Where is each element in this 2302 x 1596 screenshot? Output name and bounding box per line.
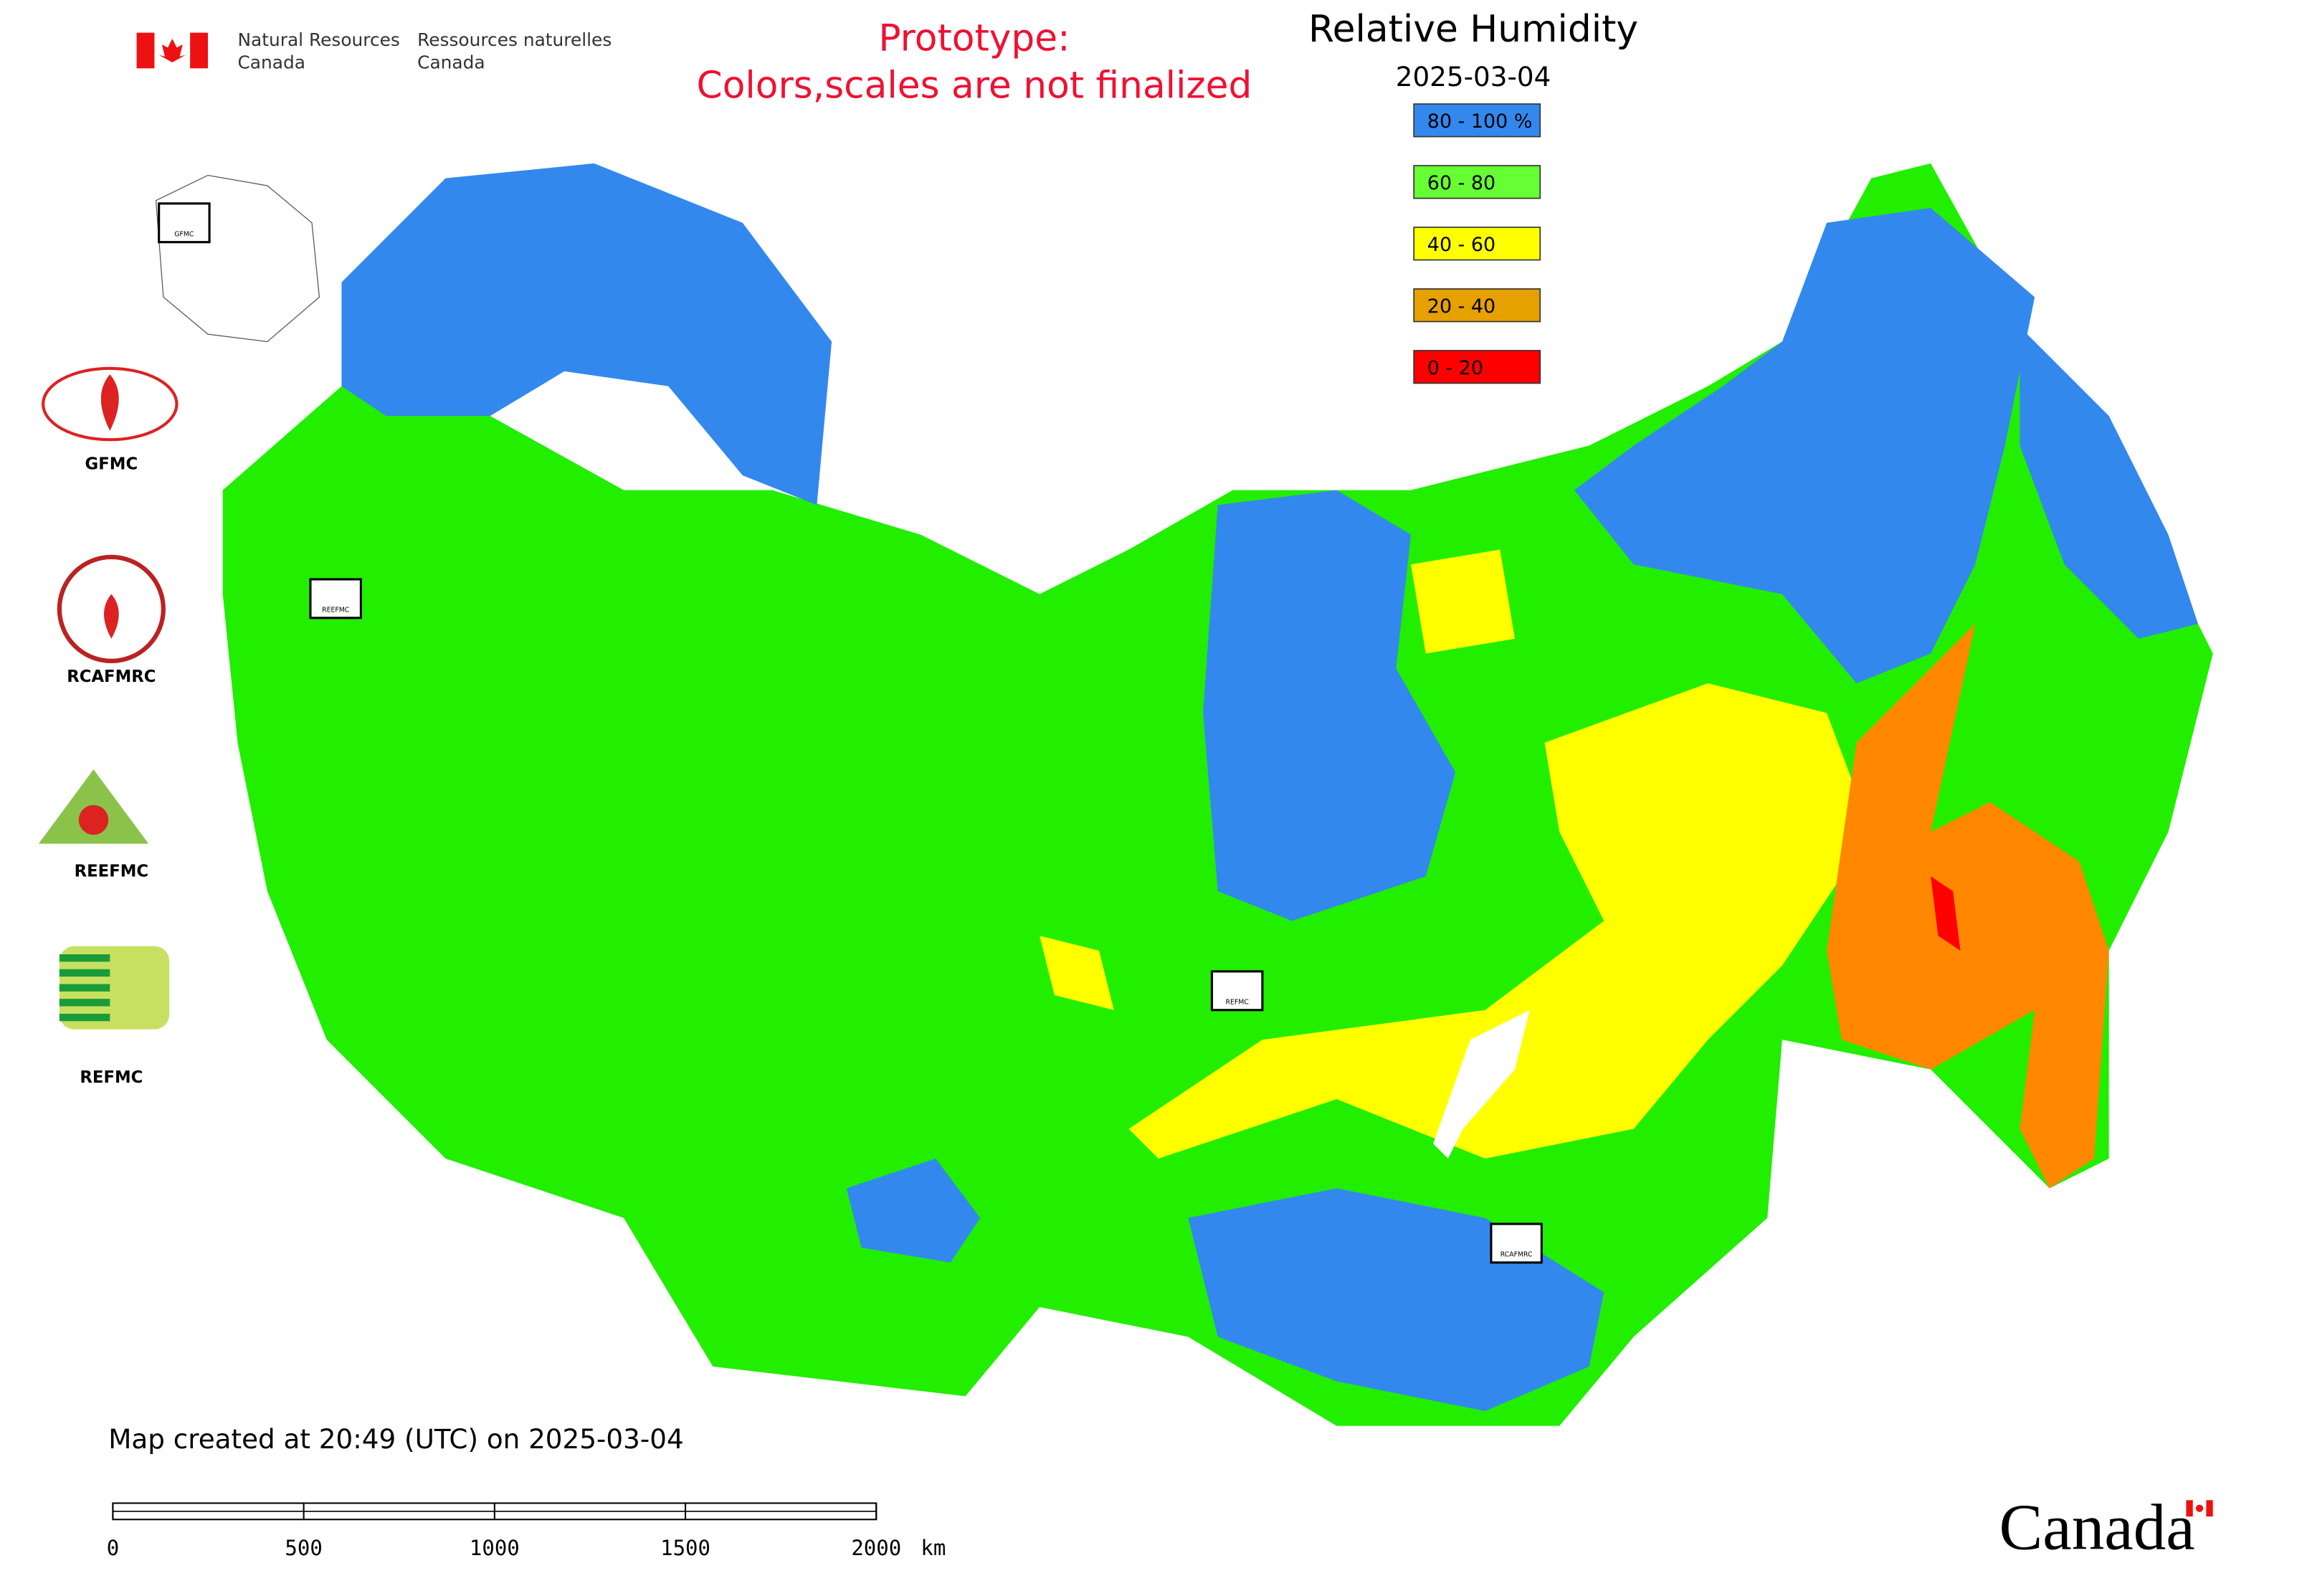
map: [155, 163, 2213, 1426]
map-marker-label: REEFMC: [322, 607, 349, 614]
date: 2025-03-04: [1396, 61, 1551, 92]
logo-label: REEFMC: [75, 862, 149, 880]
legend-swatch: [1413, 227, 1541, 261]
wordmark: Canada: [1999, 1491, 2194, 1564]
logo-label: GFMC: [85, 455, 138, 474]
agency-fr-1: Ressources naturelles: [417, 29, 612, 50]
legend-label: 80 - 100 %: [1427, 110, 1533, 133]
map-marker: [158, 202, 211, 244]
scale-tick-label: 1000: [470, 1536, 520, 1560]
canada-flag: [136, 32, 209, 69]
footer: Map created at 20:49 (UTC) on 2025-03-04: [108, 1423, 683, 1455]
scale-tick-label: 1500: [660, 1536, 710, 1560]
legend-label: 20 - 40: [1427, 295, 1495, 318]
logo-label: RCAFMRC: [67, 668, 156, 686]
legend-swatch: [1413, 103, 1541, 138]
title: Relative Humidity: [1308, 8, 1638, 51]
map-marker-label: GFMC: [174, 230, 194, 238]
agency-en-2: Canada: [237, 52, 305, 72]
map-marker-label: REFMC: [1226, 998, 1249, 1006]
notice-line-1: Prototype:: [878, 16, 1070, 60]
rcafmrc-logo: [57, 554, 166, 664]
logo-label: REFMC: [80, 1068, 143, 1087]
agency-en-1: Natural Resources: [237, 29, 399, 50]
legend-label: 0 - 20: [1427, 357, 1483, 379]
legend-swatch: [1413, 350, 1541, 384]
map-marker: [1210, 970, 1264, 1012]
agency-fr-2: Canada: [417, 52, 485, 72]
wordmark-flag: [2186, 1500, 2213, 1517]
gfmc-logo: [42, 366, 179, 442]
scale-unit: km: [921, 1536, 946, 1560]
legend-label: 60 - 80: [1427, 172, 1495, 194]
legend: 80 - 100 % 60 - 80 40 - 60 20 - 40 0 - 20: [1413, 103, 1541, 384]
scale-tick-label: 0: [107, 1536, 119, 1560]
map-marker: [309, 578, 362, 619]
refmc-logo: [59, 946, 170, 1030]
scale-tick-label: 500: [285, 1536, 322, 1560]
map-marker-label: RCAFMRC: [1500, 1251, 1533, 1259]
reefmc-logo: [38, 769, 149, 844]
scale-bar: 0 500 1000 1500 2000 km: [107, 1502, 946, 1560]
map-marker: [1490, 1222, 1543, 1264]
notice-line-2: Colors,scales are not finalized: [697, 65, 1252, 108]
legend-label: 40 - 60: [1427, 234, 1495, 256]
legend-swatch: [1413, 288, 1541, 323]
legend-swatch: [1413, 165, 1541, 199]
scale-tick-label: 2000: [851, 1536, 901, 1560]
